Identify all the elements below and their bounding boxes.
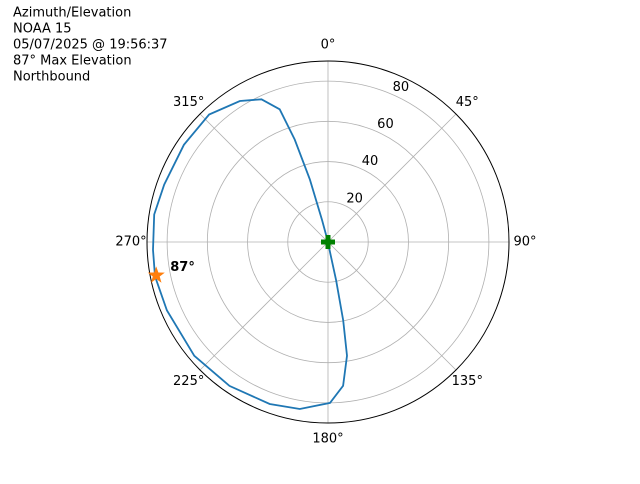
grid-spoke [327,241,457,371]
r-tick-label: 60 [377,117,394,132]
grid-spoke [327,113,457,243]
start-marker [321,235,335,249]
grid-spoke [199,241,329,371]
title-line: 05/07/2025 @ 19:56:37 [13,38,168,53]
polar-frame [146,60,510,424]
theta-tick-label: 135° [452,374,483,389]
theta-tick-label: 315° [173,95,204,110]
max-marker [147,266,165,283]
theta-tick-label: 225° [173,374,204,389]
theta-tick-label: 180° [312,432,343,447]
title-line: Azimuth/Elevation [13,6,131,21]
theta-tick-label: 45° [456,95,479,110]
title-line: NOAA 15 [13,22,72,37]
title-line: Northbound [13,70,90,85]
title-line: 87° Max Elevation [13,54,132,69]
r-tick-label: 40 [362,154,379,169]
r-tick-label: 80 [393,80,410,95]
max-label: 87° [170,260,195,275]
theta-tick-label: 0° [321,38,336,53]
theta-tick-label: 90° [513,235,536,250]
theta-tick-label: 270° [115,235,146,250]
grid-spoke [199,113,329,243]
r-tick-label: 20 [346,191,363,206]
